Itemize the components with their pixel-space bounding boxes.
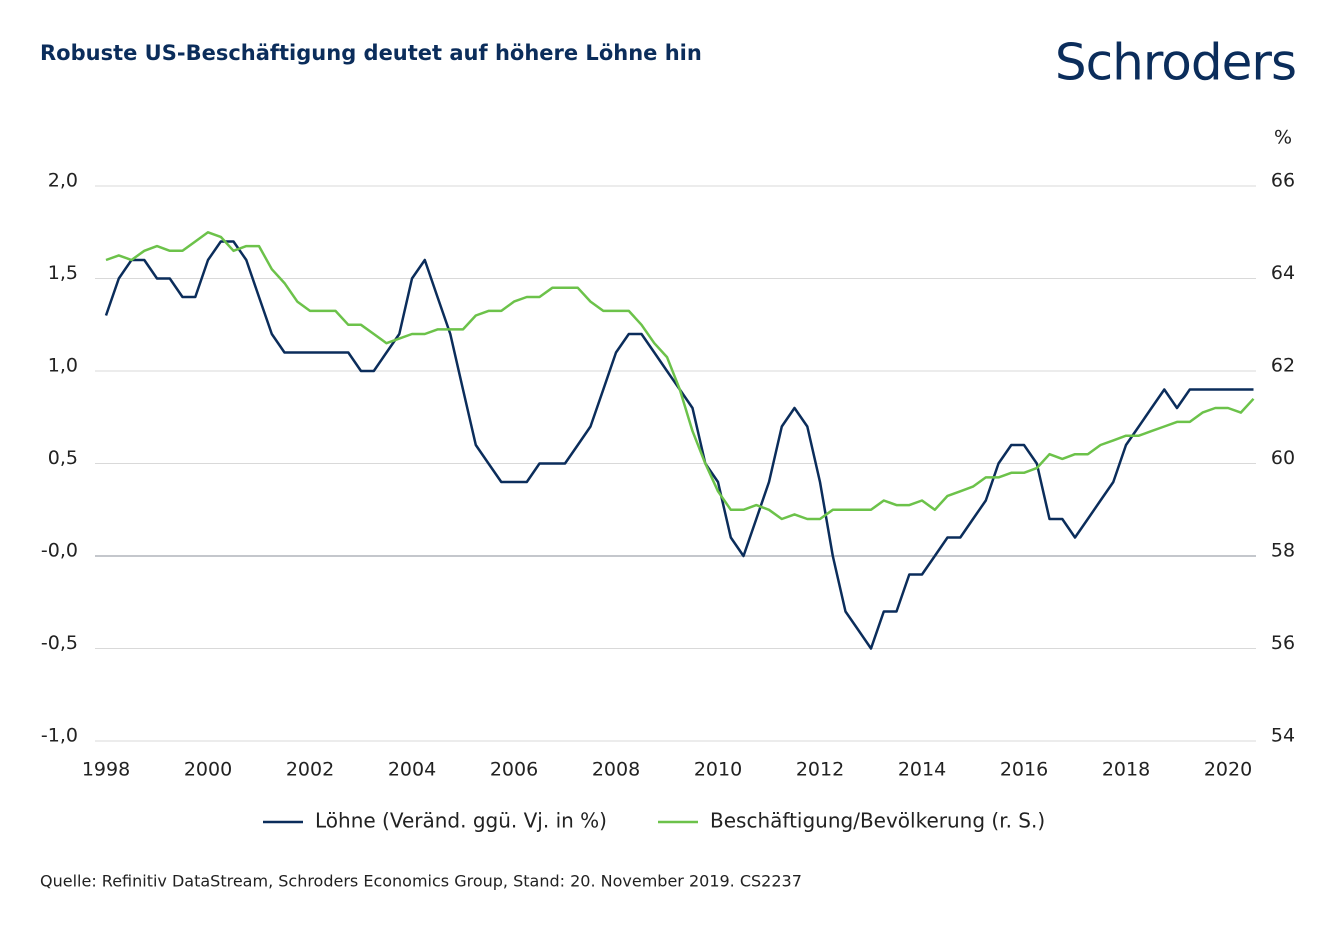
x-tick-label: 2016 — [1000, 759, 1048, 781]
y-tick-label: -0,0 — [41, 540, 78, 562]
x-tick-label: 1998 — [82, 759, 130, 781]
x-tick-label: 2012 — [796, 759, 844, 781]
x-tick-label: 2000 — [184, 759, 232, 781]
line-series — [105, 231, 1255, 521]
x-tick-label: 2010 — [694, 759, 742, 781]
x-tick-label: 2018 — [1102, 759, 1150, 781]
legend-label: Löhne (Veränd. ggü. Vj. in %) — [315, 809, 607, 833]
logo: Schroders — [1055, 34, 1296, 92]
x-tick-label: 2014 — [898, 759, 946, 781]
y-tick-label: 0,5 — [48, 447, 78, 469]
x-tick-label: 2020 — [1204, 759, 1252, 781]
y2-tick-label: 54 — [1271, 725, 1295, 747]
y-tick-label: 2,0 — [48, 170, 78, 192]
y-tick-label: 1,0 — [48, 355, 78, 377]
y-tick-label: -1,0 — [41, 725, 78, 747]
legend-label: Beschäftigung/Bevölkerung (r. S.) — [710, 809, 1045, 833]
y-tick-label: 1,5 — [48, 262, 78, 284]
y2-tick-label: 62 — [1271, 355, 1295, 377]
source: Quelle: Refinitiv DataStream, Schroders … — [40, 872, 802, 891]
chart-title: Robuste US-Beschäftigung deutet auf höhe… — [40, 41, 702, 65]
y-tick-label: -0,5 — [41, 632, 78, 654]
y2-tick-label: 60 — [1271, 447, 1295, 469]
y2-tick-label: 64 — [1271, 262, 1295, 284]
x-tick-label: 2004 — [388, 759, 436, 781]
line-series — [104, 240, 1254, 650]
y2-tick-label: 58 — [1271, 540, 1295, 562]
x-tick-label: 2006 — [490, 759, 538, 781]
y2-axis-label: % — [1274, 127, 1292, 149]
x-tick-label: 2008 — [592, 759, 640, 781]
y2-tick-label: 56 — [1271, 632, 1295, 654]
x-tick-label: 2002 — [286, 759, 334, 781]
y2-tick-label: 66 — [1271, 170, 1295, 192]
